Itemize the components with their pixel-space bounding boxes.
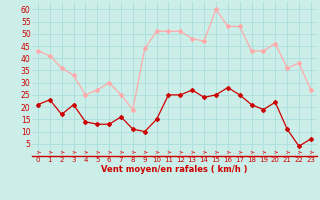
X-axis label: Vent moyen/en rafales ( km/h ): Vent moyen/en rafales ( km/h ) [101,165,248,174]
